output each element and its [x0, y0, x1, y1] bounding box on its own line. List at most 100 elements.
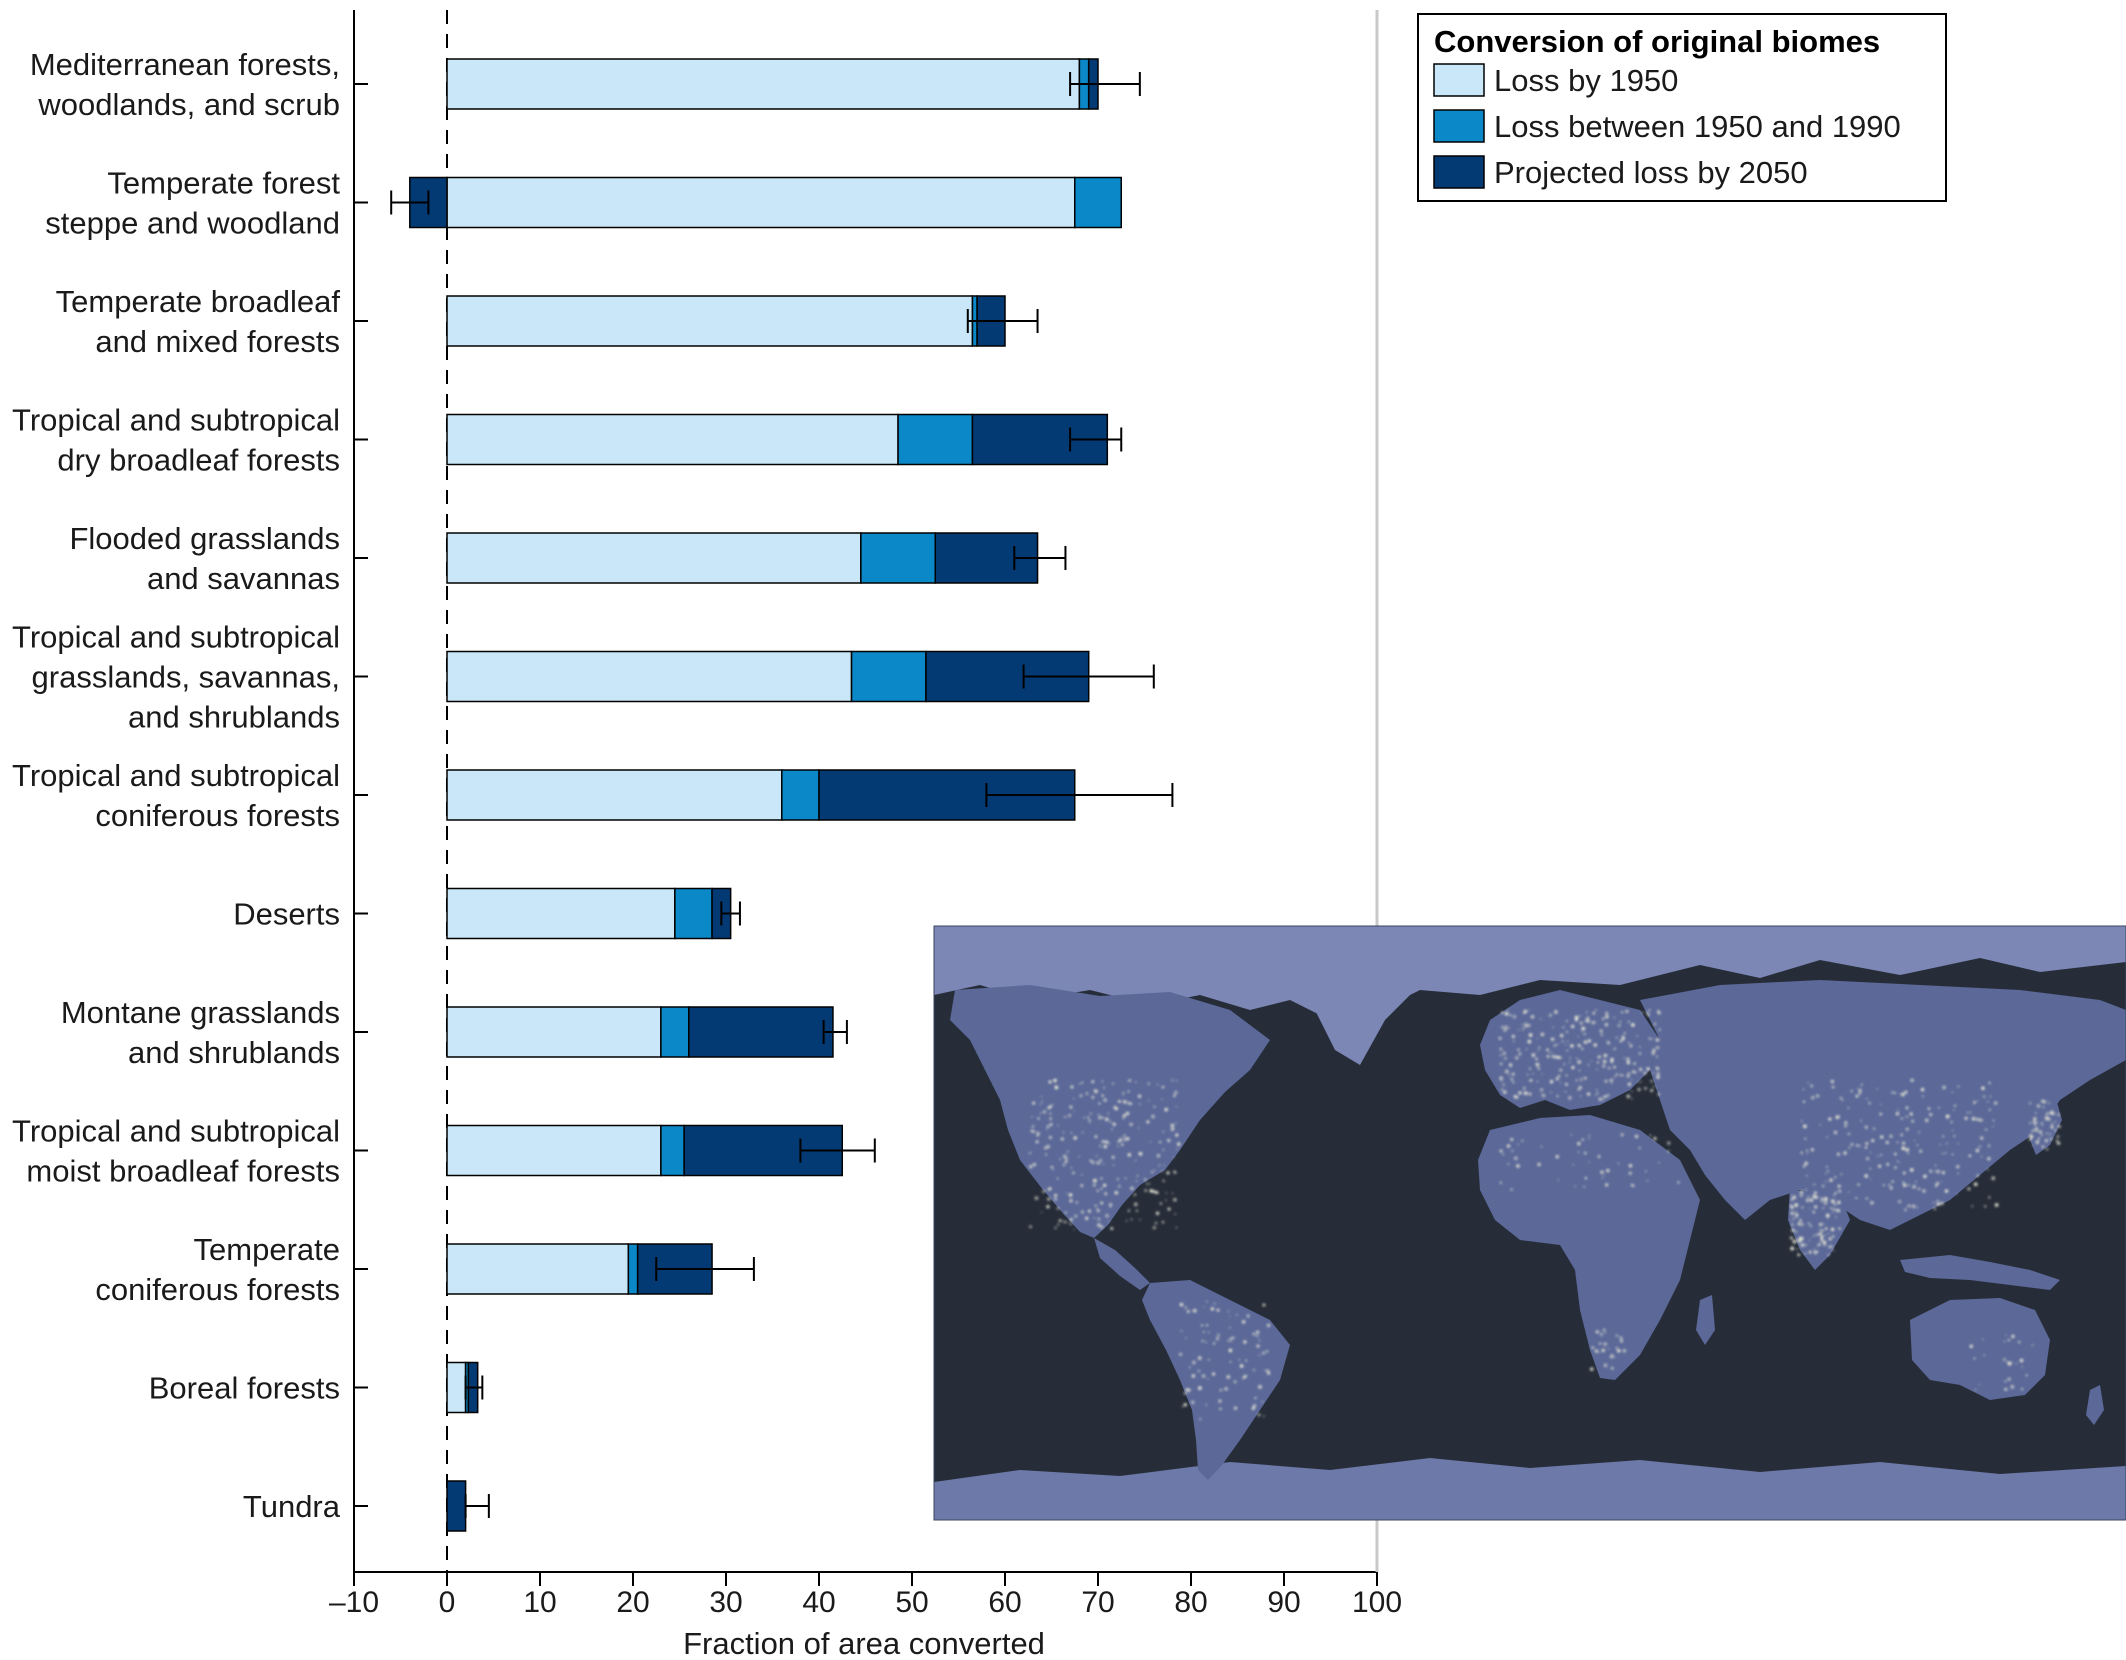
bar-segment-1 [446, 176, 1076, 229]
bar-segment-1 [446, 58, 1081, 110]
bar-segment-2 [660, 1124, 685, 1177]
error-bar [799, 1138, 876, 1163]
x-tick-label: 0 [439, 1586, 456, 1619]
bar-segment-2 [850, 650, 927, 703]
world-map-night-lights-icon [934, 926, 2126, 1520]
error-bar [464, 1494, 490, 1518]
map-madagascar [1696, 1295, 1715, 1345]
bar-segment-2 [1074, 176, 1122, 229]
map-new-zealand [2086, 1385, 2104, 1425]
bar-segment-2 [860, 532, 936, 584]
x-tick-label: 30 [709, 1586, 742, 1619]
category-label: Flooded grasslands [69, 521, 340, 556]
legend-box [1417, 13, 1947, 202]
category-label: Montane grasslands [61, 995, 340, 1030]
bar-segment-1 [446, 1361, 467, 1414]
bar-segment-1 [446, 769, 783, 821]
category-label: Mediterranean forests, [30, 47, 340, 82]
category-label: steppe and woodland [45, 206, 340, 241]
category-label: and mixed forests [95, 324, 340, 359]
error-bar [966, 309, 1039, 333]
category-label: Temperate [194, 1232, 340, 1267]
bar-segment-1 [446, 650, 853, 703]
category-label: grasslands, savannas, [32, 660, 340, 695]
map-greenland [1290, 928, 1440, 1065]
bar-segment-1 [446, 887, 676, 940]
inset-map-border [933, 925, 2126, 1521]
bar-segment-2 [897, 413, 974, 466]
bar-segment-1 [446, 1124, 662, 1177]
map-se-asia-islands [1900, 1255, 2060, 1290]
error-bar [1022, 664, 1155, 689]
legend-item-label: Loss between 1950 and 1990 [1494, 109, 1901, 144]
map-arctic-ice [934, 926, 2126, 1015]
category-label: Tundra [243, 1489, 341, 1524]
legend-swatch [1433, 155, 1485, 189]
x-tick-label: –10 [329, 1586, 379, 1619]
category-label: moist broadleaf forests [26, 1154, 340, 1189]
x-tick-label: 50 [895, 1586, 928, 1619]
bar-segment-1 [446, 1243, 630, 1295]
map-north-america [950, 985, 1270, 1238]
category-label: woodlands, and scrub [37, 87, 340, 122]
x-tick-label: 70 [1081, 1586, 1114, 1619]
chart-area: –10 0 10 20 30 40 50 60 70 80 90 100 Mediterranean … [12, 10, 1402, 1660]
category-label: coniferous forests [95, 798, 340, 833]
bar-segment-2 [627, 1243, 639, 1295]
error-bar [1013, 546, 1067, 570]
error-bars [390, 72, 1174, 1518]
x-tick-label: 100 [1352, 1586, 1402, 1619]
bar-segment-1 [446, 295, 974, 347]
category-label: Temperate broadleaf [56, 284, 341, 319]
map-africa [1478, 1115, 1700, 1380]
error-bar [390, 190, 430, 215]
legend-swatch [1433, 63, 1485, 97]
bar-segment-2 [660, 1006, 690, 1058]
bar-series [409, 58, 1122, 1532]
x-tick-label: 40 [802, 1586, 835, 1619]
category-label: coniferous forests [95, 1272, 340, 1307]
x-axis-ticks: –10 0 10 20 30 40 50 60 70 80 90 100 [329, 1572, 1402, 1619]
bar-segment-1 [446, 1006, 662, 1058]
category-label: Tropical and subtropical [12, 403, 340, 438]
x-tick-label: 90 [1267, 1586, 1300, 1619]
x-tick-label: 10 [523, 1586, 556, 1619]
map-japan [2030, 1095, 2062, 1155]
legend-swatch [1433, 109, 1485, 143]
category-label: Tropical and subtropical [12, 620, 340, 655]
x-tick-label: 60 [988, 1586, 1021, 1619]
category-label: and shrublands [128, 1035, 340, 1070]
legend-item-label: Loss by 1950 [1494, 63, 1678, 98]
legend: Conversion of original biomes Loss by 19… [1417, 13, 1947, 202]
category-label: and shrublands [128, 700, 340, 735]
error-bar [1069, 427, 1123, 452]
x-tick-label: 80 [1174, 1586, 1207, 1619]
bar-segment-1 [446, 532, 862, 584]
legend-item-label: Projected loss by 2050 [1494, 155, 1808, 190]
x-axis-label: Fraction of area converted [683, 1626, 1045, 1660]
error-bar [1069, 72, 1141, 96]
bar-segment-2 [674, 887, 713, 940]
map-south-america [1142, 1280, 1290, 1480]
category-label: Tropical and subtropical [12, 758, 340, 793]
category-label: and savannas [147, 561, 340, 596]
bar-segment-3 [688, 1006, 834, 1058]
bar-segment-1 [446, 413, 899, 466]
error-bar [720, 901, 741, 926]
category-label: dry broadleaf forests [57, 443, 340, 478]
map-australia [1910, 1298, 2050, 1400]
error-bar [985, 783, 1174, 807]
category-label: Boreal forests [149, 1371, 340, 1406]
map-europe [1480, 990, 1660, 1110]
legend-title: Conversion of original biomes [1434, 24, 1880, 59]
y-axis-category-labels: Mediterranean forests, woodlands, and scr… [12, 47, 368, 1524]
error-bar [655, 1257, 755, 1281]
map-asia [1640, 980, 2126, 1230]
category-label: Temperate forest [107, 166, 340, 201]
bar-segment-3 [446, 1480, 467, 1532]
error-bar [822, 1020, 848, 1044]
error-bar [464, 1375, 484, 1400]
map-central-america [1094, 1238, 1150, 1290]
bar-segment-2 [781, 769, 820, 821]
